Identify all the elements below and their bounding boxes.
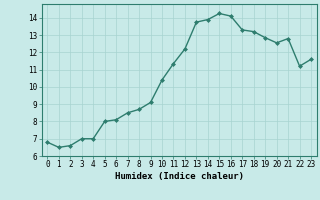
X-axis label: Humidex (Indice chaleur): Humidex (Indice chaleur) [115,172,244,181]
